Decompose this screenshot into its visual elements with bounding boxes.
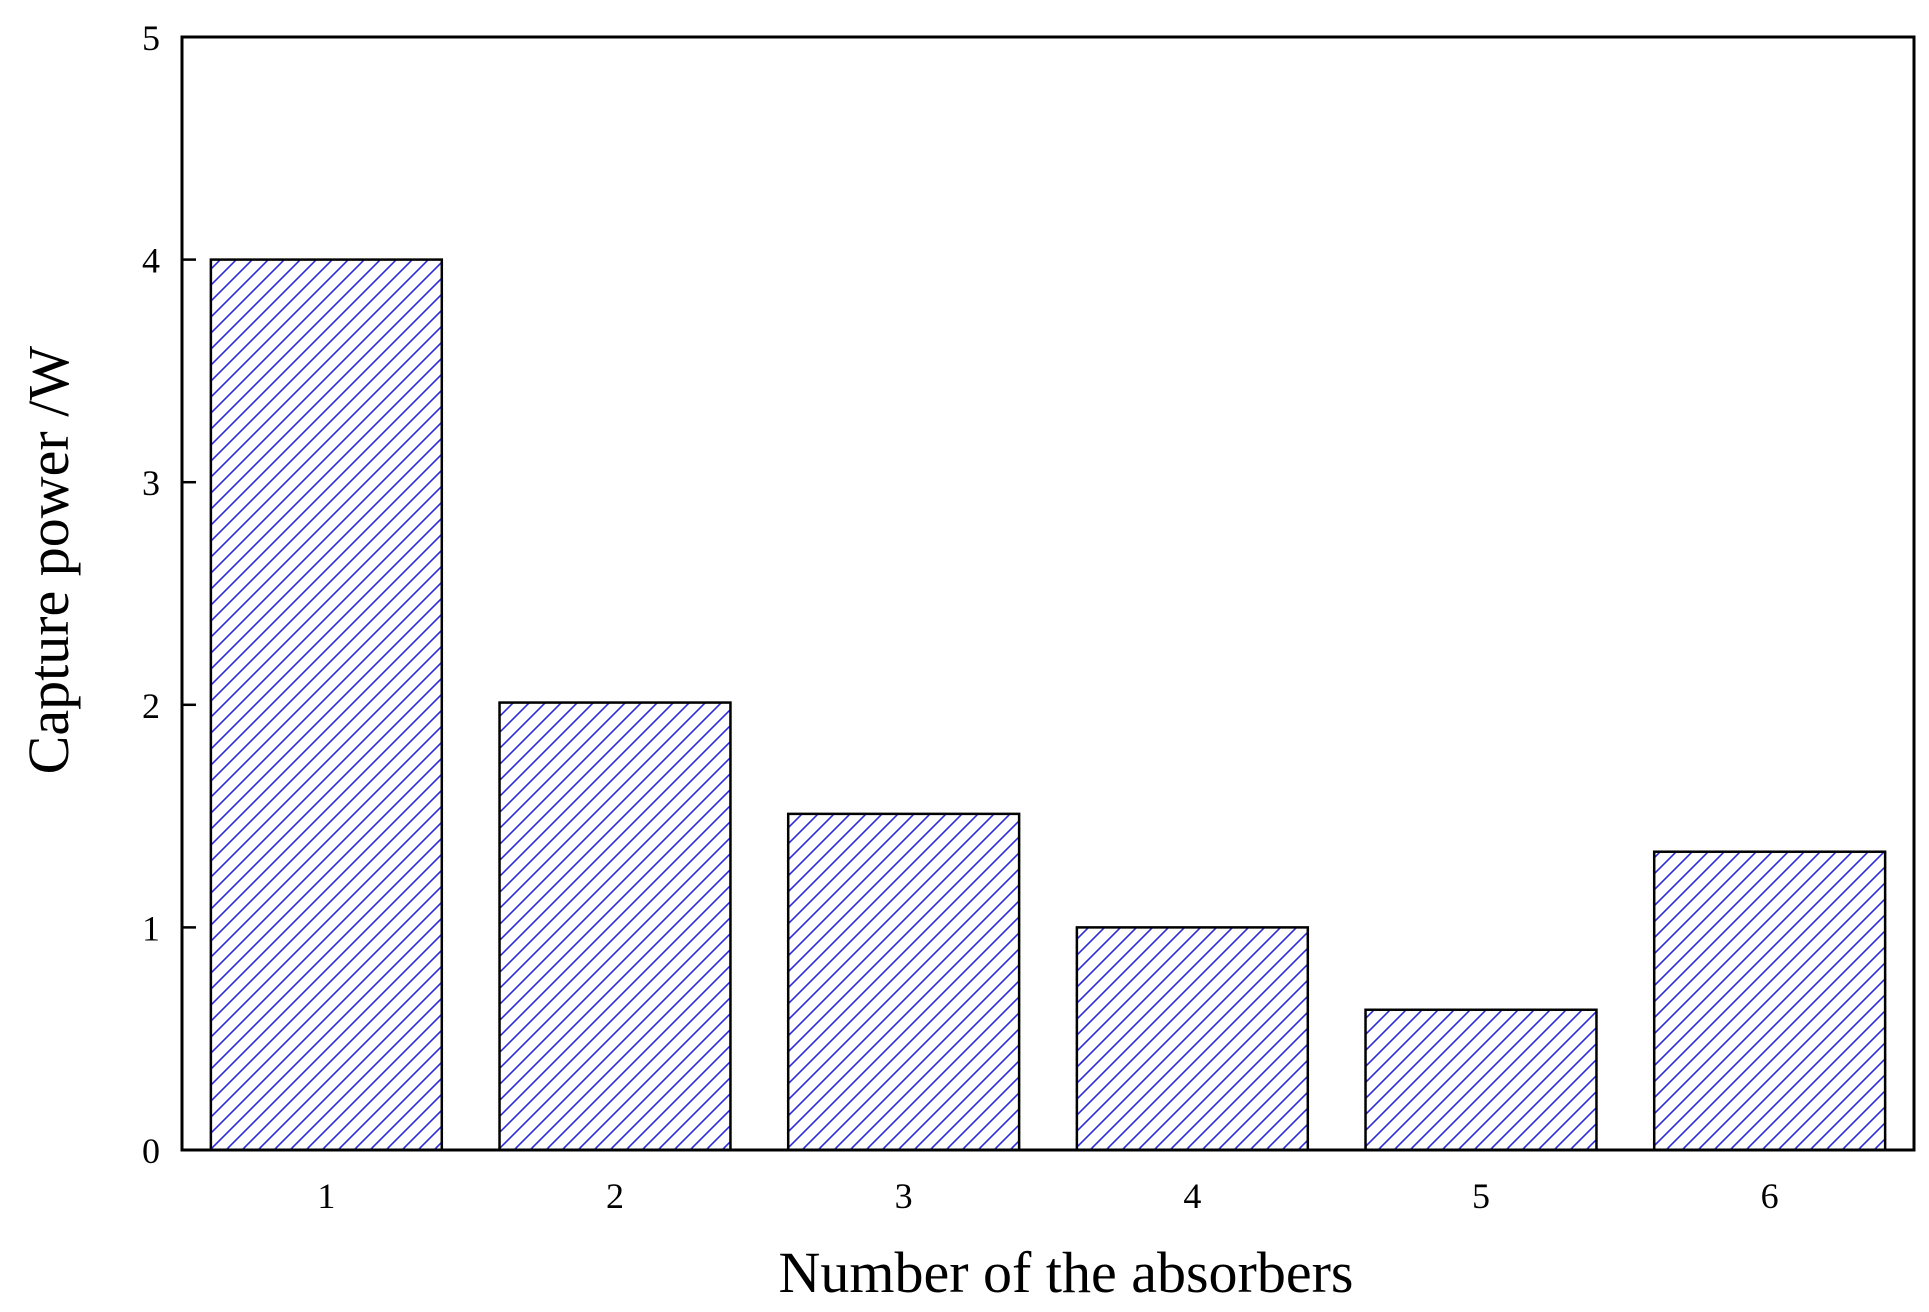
bar-1 bbox=[209, 258, 444, 1152]
bar-3 bbox=[786, 812, 1021, 1152]
plot-area-frame bbox=[180, 35, 1916, 1152]
y-tick-label-1: 1 bbox=[142, 908, 160, 948]
y-tick-label-2: 2 bbox=[142, 686, 160, 726]
y-tick-label-3: 3 bbox=[142, 463, 160, 503]
bar-2 bbox=[498, 701, 732, 1152]
x-tick-label-2: 2 bbox=[606, 1176, 624, 1216]
y-tick-label-0: 0 bbox=[142, 1131, 160, 1171]
x-axis: 1 2 3 4 5 6 bbox=[317, 1176, 1778, 1216]
y-axis-title: Capture power /W bbox=[16, 346, 81, 775]
x-tick-label-1: 1 bbox=[317, 1176, 335, 1216]
x-tick-label-3: 3 bbox=[895, 1176, 913, 1216]
x-axis-title: Number of the absorbers bbox=[779, 1240, 1354, 1305]
x-tick-label-5: 5 bbox=[1472, 1176, 1490, 1216]
bar-5 bbox=[1364, 1008, 1598, 1152]
y-tick-label-4: 4 bbox=[142, 241, 160, 281]
y-tick-label-5: 5 bbox=[142, 18, 160, 58]
x-tick-label-6: 6 bbox=[1761, 1176, 1779, 1216]
x-tick-label-4: 4 bbox=[1183, 1176, 1201, 1216]
bar-4 bbox=[1075, 926, 1310, 1152]
bar-6 bbox=[1652, 850, 1887, 1152]
bars-group bbox=[209, 258, 1887, 1152]
y-axis: 0 1 2 3 4 5 bbox=[142, 18, 196, 1171]
